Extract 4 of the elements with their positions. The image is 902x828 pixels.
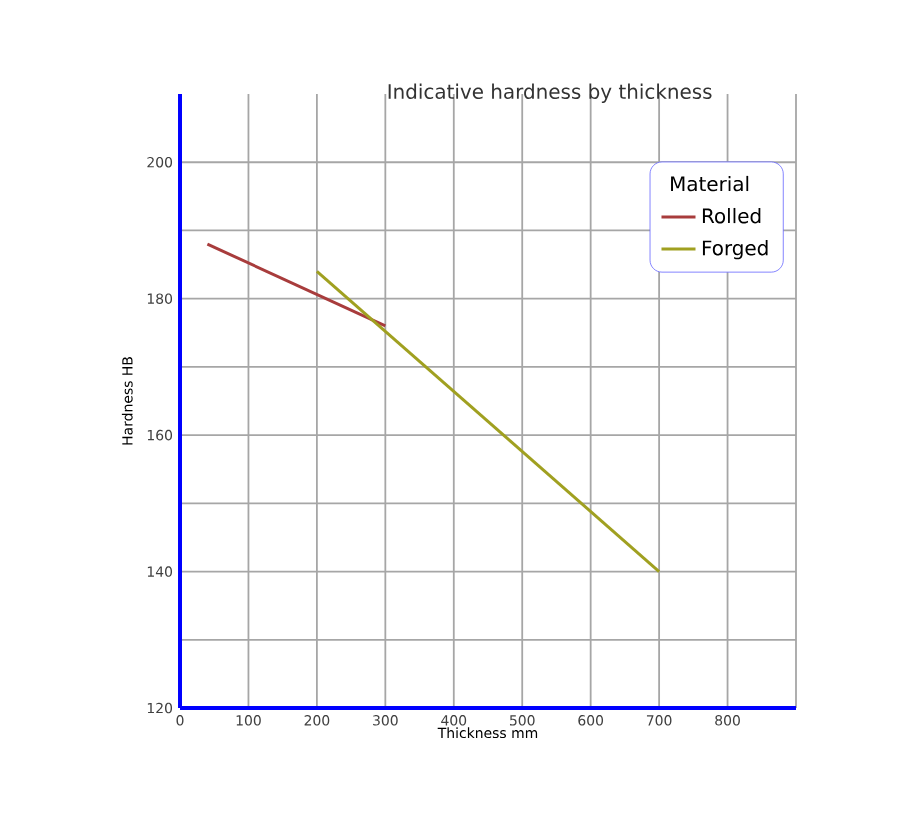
legend-title: Material [671,175,749,192]
legend-label: Rolled [702,207,761,224]
legend-label: Forged [702,240,768,260]
chart-title: Indicative hardness by thickness [388,83,712,103]
